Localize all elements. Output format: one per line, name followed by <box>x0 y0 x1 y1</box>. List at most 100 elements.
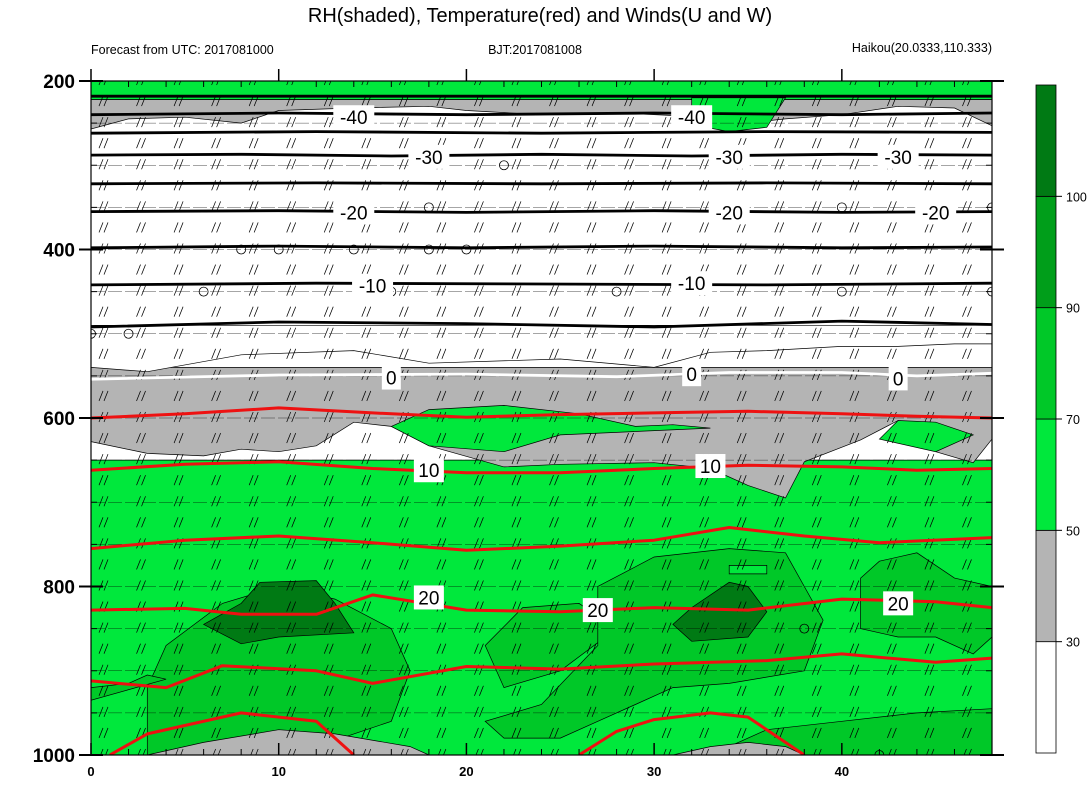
wind-barb <box>216 116 221 128</box>
wind-barb <box>399 348 404 359</box>
wind-barb <box>892 664 897 675</box>
wind-barb <box>854 643 860 654</box>
wind-barb <box>173 664 179 675</box>
wind-barb <box>736 306 742 317</box>
wind-barb <box>361 643 367 654</box>
wind-barb <box>849 517 855 528</box>
wind-barb <box>811 327 817 338</box>
wind-barb <box>404 390 409 402</box>
wind-barb <box>173 580 179 591</box>
x-tick-label: 40 <box>835 764 849 779</box>
wind-barb <box>849 348 855 359</box>
wind-barb <box>178 285 184 296</box>
wind-barb <box>554 601 559 612</box>
wind-barb <box>399 559 404 570</box>
temperature-contour-black <box>91 319 992 329</box>
wind-barb <box>629 306 634 317</box>
wind-barb <box>479 432 484 444</box>
wind-barb <box>924 601 930 612</box>
wind-barb <box>291 622 297 633</box>
wind-barb <box>887 453 892 465</box>
wind-barb <box>624 95 629 107</box>
wind-barb <box>586 453 592 465</box>
wind-barb <box>818 748 822 755</box>
wind-barb <box>929 81 932 86</box>
wind-barb <box>323 643 329 654</box>
wind-barb <box>586 622 592 633</box>
wind-barb <box>253 643 259 654</box>
wind-barb <box>178 264 184 275</box>
wind-barb <box>178 243 184 254</box>
wind-barb <box>554 95 559 107</box>
wind-barb <box>962 327 967 338</box>
wind-barb <box>291 285 297 296</box>
wind-barb <box>178 201 184 212</box>
wind-barb <box>323 116 329 128</box>
wind-barb <box>1005 433 1009 443</box>
wind-barb <box>554 390 559 402</box>
wind-barb <box>967 201 972 212</box>
wind-barb <box>549 264 554 275</box>
wind-barb <box>779 496 785 507</box>
wind-barb <box>1000 475 1004 485</box>
wind-barb <box>361 81 364 86</box>
wind-barb <box>816 432 822 444</box>
wind-barb <box>291 348 297 359</box>
wind-barb <box>211 116 216 128</box>
wind-barb <box>1000 222 1004 232</box>
wind-barb <box>779 538 785 549</box>
wind-barb <box>511 432 517 444</box>
wind-barb <box>173 496 179 507</box>
wind-barb <box>1005 538 1009 548</box>
wind-barb <box>474 81 477 86</box>
wind-barb <box>286 264 292 275</box>
wind-barb <box>404 159 409 170</box>
wind-barb <box>849 327 855 338</box>
wind-barb <box>554 201 559 212</box>
wind-barb <box>248 411 254 423</box>
wind-barb <box>328 496 334 507</box>
wind-barb <box>479 706 484 718</box>
wind-barb <box>1005 138 1009 148</box>
wind-barb <box>854 264 860 275</box>
wind-barb <box>103 390 109 402</box>
wind-barb <box>924 264 930 275</box>
wind-barb <box>361 664 367 675</box>
wind-barb <box>291 432 297 444</box>
wind-barb <box>474 453 479 465</box>
wind-barb <box>1000 349 1004 359</box>
wind-barb <box>516 496 522 507</box>
wind-barb <box>849 727 855 739</box>
wind-barb <box>216 559 221 570</box>
wind-barb <box>441 622 447 633</box>
wind-barb <box>328 706 334 718</box>
wind-barb <box>586 475 592 486</box>
wind-barb <box>441 538 447 549</box>
wind-barb <box>962 285 967 296</box>
wind-barb <box>173 327 179 338</box>
wind-barb <box>361 496 367 507</box>
wind-barb <box>366 664 372 675</box>
wind-barb <box>816 517 822 528</box>
wind-barb <box>361 264 367 275</box>
calm-circle <box>611 286 622 297</box>
wind-barb <box>629 453 634 465</box>
wind-barb <box>436 517 442 528</box>
wind-barb <box>217 748 221 755</box>
wind-barb <box>624 306 629 317</box>
wind-barb <box>549 348 554 359</box>
wind-barb <box>323 517 329 528</box>
wind-barb <box>887 306 892 317</box>
wind-barb <box>854 432 860 444</box>
wind-barbs <box>98 81 1009 755</box>
colorbar-bin <box>1035 529 1057 643</box>
wind-barb <box>404 517 409 528</box>
wind-barb <box>887 180 892 191</box>
wind-barb <box>399 580 404 591</box>
wind-barb <box>892 306 897 317</box>
wind-barb <box>136 475 141 486</box>
wind-barb <box>779 517 785 528</box>
wind-barb <box>436 727 442 739</box>
wind-barb <box>511 264 517 275</box>
wind-barb <box>248 580 254 591</box>
